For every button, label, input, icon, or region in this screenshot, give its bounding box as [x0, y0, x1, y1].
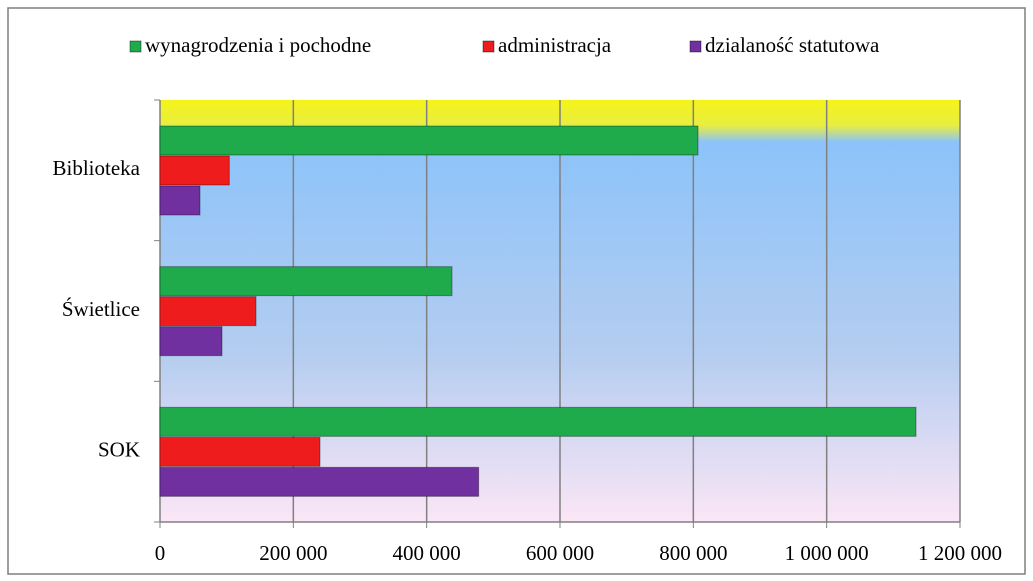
bar	[159, 406, 917, 437]
x-tick-label: 400 000	[393, 541, 461, 565]
y-tick-label: SOK	[98, 437, 140, 461]
legend-marker	[689, 40, 702, 53]
bar	[159, 266, 453, 297]
legend-marker	[129, 40, 142, 53]
bar	[159, 155, 230, 186]
legend-marker	[482, 40, 495, 53]
x-tick-label: 800 000	[659, 541, 727, 565]
x-tick-label: 1 200 000	[918, 541, 1002, 565]
y-tick-label: Biblioteka	[53, 156, 141, 180]
bar	[159, 296, 257, 327]
x-tick-label: 0	[155, 541, 166, 565]
x-tick-label: 600 000	[526, 541, 594, 565]
legend-label: dzialaność statutowa	[705, 33, 880, 57]
bar	[159, 326, 223, 357]
legend-label: administracja	[498, 33, 612, 57]
bar	[159, 466, 480, 497]
x-tick-label: 1 000 000	[785, 541, 869, 565]
legend-label: wynagrodzenia i pochodne	[145, 33, 371, 57]
bar	[159, 185, 201, 216]
bar	[159, 125, 699, 156]
bar	[159, 436, 321, 467]
x-tick-label: 200 000	[259, 541, 327, 565]
y-tick-label: Świetlice	[62, 297, 140, 321]
